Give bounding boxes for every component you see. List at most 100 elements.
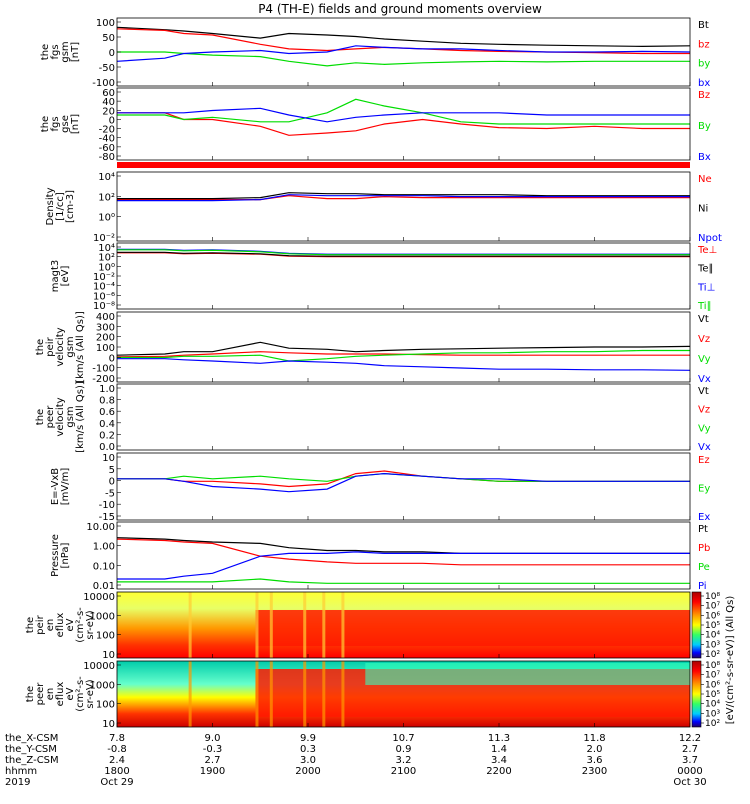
legend-bt: Bt (698, 20, 709, 31)
series-pb-line (116, 538, 690, 566)
y-tick-label: -5 (105, 488, 115, 499)
y-axis-label: thefgsgse[nT] (40, 114, 81, 134)
y-tick-label: -60 (99, 143, 115, 154)
y-tick-label: 0.6 (99, 407, 115, 418)
y-tick-label: 40 (102, 97, 115, 108)
y-tick-label: 10000 (83, 661, 115, 672)
y-axis-label-line: peer (35, 682, 46, 706)
y-tick-label: 0.10 (93, 561, 115, 572)
series-ex-line (117, 472, 690, 493)
y-tick-label: -200 (92, 374, 115, 385)
y-tick-label: 60 (102, 88, 115, 99)
legend-pt: Pt (698, 524, 708, 535)
spectrogram-stripe (269, 661, 273, 727)
y-axis-label-line: [nT] (70, 114, 81, 134)
x-axis-value: 3.4 (491, 755, 507, 766)
figure-title: P4 (TH-E) fields and ground moments over… (258, 2, 542, 16)
legend-vz: Vz (698, 334, 710, 345)
legend-vx: Vx (698, 442, 711, 453)
y-tick-label: -40 (99, 134, 115, 145)
y-axis-label-line: [nT] (70, 42, 81, 62)
x-axis-value: 9.0 (205, 733, 221, 744)
series-npot-line (117, 194, 690, 202)
y-axis-label-line: the (40, 44, 51, 60)
x-axis-value: 3.6 (587, 755, 603, 766)
legend-ez: Ez (698, 455, 710, 466)
x-axis-value: 11.3 (488, 733, 510, 744)
series-te-line (117, 251, 690, 257)
panel-frame (116, 452, 691, 521)
y-axis-label-line: sr-eV) (85, 679, 96, 708)
y-axis-label: magt3[eV] (50, 260, 71, 293)
y-axis-label-line: the (35, 339, 46, 355)
y-tick-label: 50 (102, 33, 115, 44)
legend-pi: Pi (698, 581, 707, 592)
colorbar-tick-label: 10⁶ (705, 611, 720, 621)
x-axis-value: 0000 (677, 766, 702, 777)
y-tick-label: 10² (98, 253, 115, 264)
spectrogram-stripe (303, 592, 307, 658)
y-tick-label: 10000 (83, 592, 115, 603)
x-axis-value: 1.4 (491, 744, 507, 755)
legend-ti: Ti⊥ (697, 282, 715, 293)
y-tick-label: 10 (102, 719, 115, 730)
colorbar-tick-label: 10⁴ (705, 700, 720, 710)
colorbar-tick-label: 10⁸ (705, 592, 720, 602)
series-pt-line (116, 537, 690, 555)
legend-by: by (698, 59, 710, 70)
flag-bar (117, 162, 690, 168)
colorbar-tick-label: 10⁵ (705, 690, 720, 700)
x-axis-row-label: hhmm (5, 766, 37, 777)
x-axis-value: 11.8 (583, 733, 605, 744)
y-tick-label: -80 (99, 152, 115, 163)
legend-pb: Pb (698, 543, 710, 554)
legend-bz: Bz (698, 90, 710, 101)
y-tick-label: 100 (96, 343, 115, 354)
legend-vz: Vz (698, 405, 710, 416)
legend-vx: Vx (698, 374, 711, 385)
colorbar-tick-label: 10⁷ (705, 602, 720, 612)
y-axis-label: thepeirenefluxeV(cm²-s-sr-eV) (25, 607, 96, 643)
x-axis-value: 2200 (486, 766, 511, 777)
panel-1: 100 50 0 -50 -100 thefgsgsm[nT] Bt bz by bx (40, 17, 710, 89)
y-tick-label: 10⁰ (98, 262, 115, 273)
legend-ne: Ne (698, 174, 712, 185)
colorbar-tick-label: 10² (705, 650, 720, 660)
colorbar-tick-label: 10³ (705, 640, 720, 650)
y-tick-label: 0.01 (93, 581, 115, 592)
x-axis-value: 0.3 (300, 744, 316, 755)
y-tick-label: 1.0 (99, 384, 115, 395)
colorbar-tick-label: 10⁷ (705, 671, 720, 681)
colorbar-tick-label: 10⁴ (705, 631, 720, 641)
y-tick-label: -100 (92, 78, 115, 89)
legend-npot: Npot (698, 233, 722, 244)
x-axis-value: 2.7 (682, 744, 698, 755)
y-axis-label-line: sr-eV) (85, 610, 96, 639)
y-axis-label-line: fgs (50, 44, 61, 59)
legend-vy: Vy (698, 354, 711, 365)
colorbar-tick-label: 10⁵ (705, 621, 720, 631)
y-axis-label-line: peir (35, 614, 46, 634)
y-axis-label-line: the (25, 617, 36, 633)
y-tick-label: 10⁻⁴ (93, 282, 115, 293)
y-tick-label: 10.00 (86, 522, 115, 533)
y-tick-label: 10 (102, 453, 115, 464)
y-axis-label: E=-VxB[mV/m] (50, 468, 71, 506)
series-ne-line (117, 195, 690, 201)
y-tick-label: -100 (92, 364, 115, 375)
y-axis-label-line: velocity (55, 327, 66, 366)
x-axis-value: 3.7 (682, 755, 698, 766)
y-tick-label: 0.8 (99, 396, 115, 407)
y-tick-label: 5 (109, 465, 115, 476)
x-axis-value: 2300 (582, 766, 607, 777)
legend-ti: Ti∥ (697, 301, 712, 312)
y-axis-label-line: the (25, 686, 36, 702)
x-axis-value: 0.9 (396, 744, 412, 755)
x-axis-row-label: the_X-CSM (5, 733, 58, 744)
y-tick-label: 1000 (90, 611, 115, 622)
x-axis-value: 2100 (391, 766, 416, 777)
y-axis-label-line: en (45, 619, 56, 632)
